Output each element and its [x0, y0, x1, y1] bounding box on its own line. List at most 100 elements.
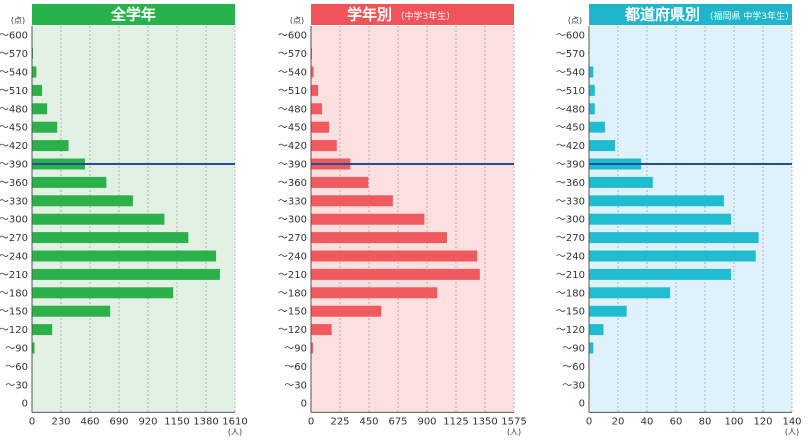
bar-13: [589, 250, 756, 262]
bar-5: [589, 103, 595, 115]
chart-header: [32, 4, 235, 25]
y-unit-label: (点): [11, 16, 25, 25]
y-tick-label: ～300: [0, 215, 28, 226]
bar-4: [311, 84, 319, 96]
y-tick-label: ～30: [5, 380, 28, 391]
chart-header: [311, 4, 514, 25]
chart-panel-2: 学年別 （中学3年生）(点)～600～570～540～510～480～450～42…: [278, 4, 527, 436]
x-tick-label: 1125: [443, 416, 468, 427]
y-tick-label: ～180: [556, 288, 585, 299]
y-tick-label: ～210: [0, 270, 28, 281]
y-tick-label: ～330: [278, 196, 307, 207]
y-tick-label: ～30: [284, 380, 307, 391]
bar-16: [32, 305, 111, 317]
y-tick-label: ～270: [0, 233, 28, 244]
bar-15: [32, 287, 174, 299]
y-tick-label: ～210: [278, 270, 307, 281]
chart-panel-3: 都道府県別 （福岡県 中学3年生）(点)～600～570～540～510～480～…: [556, 4, 802, 436]
bar-11: [32, 213, 165, 225]
bar-17: [32, 324, 53, 336]
y-tick-label: ～120: [556, 325, 585, 336]
y-tick-label: ～480: [0, 104, 28, 115]
y-tick-label: ～450: [278, 123, 307, 134]
y-tick-label: ～120: [0, 325, 28, 336]
bar-14: [589, 268, 732, 280]
x-tick-label: 1380: [193, 416, 218, 427]
x-tick-label: 60: [670, 416, 683, 427]
chart-title: 学年別: [347, 6, 392, 24]
y-tick-label: ～390: [278, 160, 307, 171]
x-unit-label: (人): [785, 427, 799, 436]
y-tick-label: ～480: [278, 104, 307, 115]
bar-14: [311, 268, 480, 280]
x-tick-label: 140: [782, 416, 801, 427]
bar-11: [589, 213, 732, 225]
y-tick-label: 0: [22, 399, 28, 410]
x-tick-label: 230: [51, 416, 70, 427]
x-tick-label: 460: [80, 416, 99, 427]
bar-7: [589, 140, 616, 152]
bar-15: [311, 287, 438, 299]
y-tick-label: ～600: [0, 31, 28, 42]
bar-11: [311, 213, 425, 225]
bar-4: [32, 84, 43, 96]
bar-12: [32, 232, 189, 244]
chart-subtitle: （福岡県 中学3年生）: [705, 10, 795, 22]
x-tick-label: 1150: [164, 416, 189, 427]
y-tick-label: ～60: [5, 362, 28, 373]
x-tick-label: 40: [641, 416, 654, 427]
bar-3: [32, 66, 37, 78]
bar-6: [311, 121, 330, 133]
y-tick-label: ～570: [556, 49, 585, 60]
y-tick-label: ～60: [562, 362, 585, 373]
chart-panel-1: 全学年(点)～600～570～540～510～480～450～420～390～3…: [0, 4, 248, 436]
bar-17: [589, 324, 604, 336]
x-tick-label: 0: [586, 416, 592, 427]
y-tick-label: ～570: [0, 49, 28, 60]
y-tick-label: ～390: [556, 160, 585, 171]
bar-6: [589, 121, 605, 133]
x-tick-label: 690: [109, 416, 128, 427]
x-tick-label: 20: [612, 416, 625, 427]
x-tick-label: 1610: [222, 416, 247, 427]
x-tick-label: 80: [699, 416, 712, 427]
y-tick-label: 0: [579, 399, 585, 410]
y-tick-label: ～570: [278, 49, 307, 60]
x-tick-label: 450: [359, 416, 378, 427]
y-tick-label: ～120: [278, 325, 307, 336]
bar-13: [32, 250, 217, 262]
bar-10: [32, 195, 133, 207]
y-tick-label: ～510: [556, 86, 585, 97]
y-tick-label: ～180: [0, 288, 28, 299]
x-tick-label: 920: [138, 416, 157, 427]
bar-15: [589, 287, 671, 299]
bar-3: [589, 66, 594, 78]
y-tick-label: ～450: [556, 123, 585, 134]
x-tick-label: 1575: [501, 416, 526, 427]
x-tick-label: 0: [29, 416, 35, 427]
bar-5: [311, 103, 322, 115]
bar-12: [589, 232, 759, 244]
bar-16: [589, 305, 627, 317]
y-tick-label: ～540: [556, 68, 585, 79]
x-tick-label: 0: [308, 416, 314, 427]
y-unit-label: (点): [290, 16, 304, 25]
y-tick-label: ～510: [278, 86, 307, 97]
x-tick-label: 100: [724, 416, 743, 427]
y-tick-label: ～240: [0, 252, 28, 263]
y-tick-label: ～420: [556, 141, 585, 152]
y-tick-label: ～600: [556, 31, 585, 42]
bar-5: [32, 103, 48, 115]
y-tick-label: ～360: [556, 178, 585, 189]
y-tick-label: ～90: [562, 344, 585, 355]
y-tick-label: ～600: [278, 31, 307, 42]
bar-7: [32, 140, 69, 152]
y-tick-label: ～420: [0, 141, 28, 152]
y-tick-label: ～540: [278, 68, 307, 79]
y-unit-label: (点): [568, 16, 582, 25]
bar-13: [311, 250, 478, 262]
y-tick-label: ～180: [278, 288, 307, 299]
bar-17: [311, 324, 332, 336]
chart-title: 都道府県別: [624, 6, 700, 24]
